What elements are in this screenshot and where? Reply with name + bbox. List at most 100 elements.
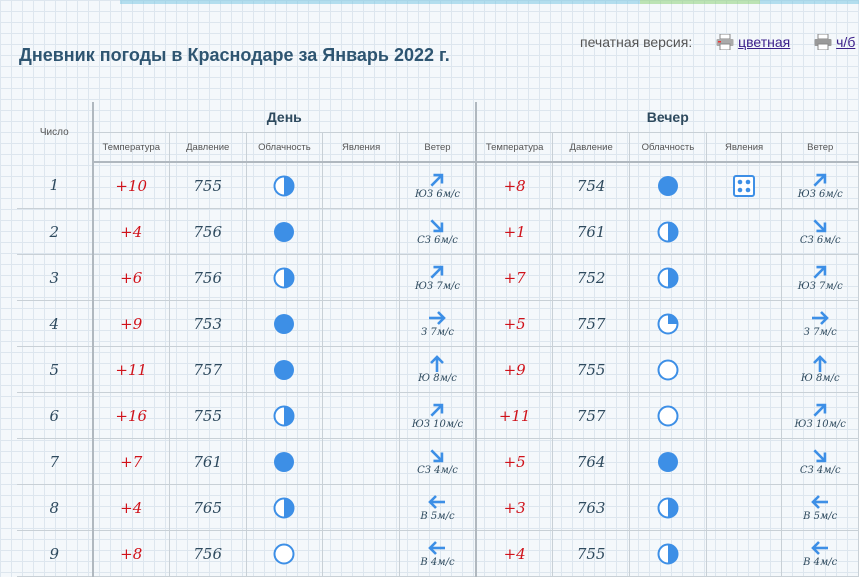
wind-cell-content: Ю 8м/с [782,355,858,384]
pressure-cell: 756 [169,530,247,577]
cloudiness-cell [246,162,324,209]
cloudiness-cell [246,530,324,577]
pressure-cell: 763 [552,484,630,531]
table-row: 3 +6 756 ЮЗ 7м/с +7 752 ЮЗ 7м/с [17,254,859,301]
header-eve-temperature: Температура [475,132,554,163]
day-number: 6 [17,392,94,439]
pressure-cell: 757 [552,392,630,439]
day-number: 1 [17,162,94,209]
wind-cell-content: СЗ 6м/с [782,217,858,246]
pressure-cell: 755 [552,346,630,393]
print-links: печатная версия: цветная ч/б [580,34,855,50]
cloudiness-cell [246,254,324,301]
temperature-cell: +10 [92,162,170,209]
header-day-temperature: Температура [92,132,170,163]
phenomena-cell [322,346,400,393]
phenomena-cell [322,208,400,255]
wind-text: З 7м/с [803,327,837,338]
wind-cell: З 7м/с [781,300,859,347]
header-eve-wind: Ветер [781,132,859,163]
cloudiness-cell [629,300,707,347]
pressure-cell: 757 [169,346,247,393]
temperature-cell: +8 [92,530,170,577]
snow-icon [733,174,756,197]
temperature-cell: +4 [92,208,170,255]
wind-cell-content: ЮЗ 7м/с [782,263,858,292]
wind-text: В 5м/с [420,511,455,522]
cloudiness-cell [629,438,707,485]
phenomena-cell [322,392,400,439]
wind-text: Ю 8м/с [800,373,840,384]
cloudiness-clear-icon [657,405,679,426]
print-bw-link[interactable]: ч/б [836,34,856,50]
phenomena-cell [706,346,783,393]
wind-text: В 5м/с [803,511,838,522]
wind-cell-content: Ю 8м/с [400,355,475,384]
wind-cell-content: ЮЗ 6м/с [400,171,475,200]
wind-arrow-icon [813,265,827,279]
cloudiness-full-icon [274,313,295,334]
pressure-cell: 754 [552,162,630,209]
cloudiness-cell [629,254,707,301]
phenomena-cell [706,254,783,301]
wind-cell: ЮЗ 10м/с [399,392,477,439]
wind-arrow-icon [430,355,445,372]
cloudiness-cell [629,208,707,255]
wind-arrow-icon [813,219,827,233]
table-row: 1 +10 755 ЮЗ 6м/с +8 754 ЮЗ 6м/с [17,162,859,209]
cloudiness-full-icon [657,175,678,196]
day-number: 3 [17,254,94,301]
temperature-cell: +8 [475,162,554,209]
header-evening: Вечер [475,102,859,133]
pressure-cell: 761 [552,208,630,255]
temperature-cell: +11 [92,346,170,393]
phenomena-cell [322,162,400,209]
pressure-cell: 756 [169,208,247,255]
cloudiness-cell [629,484,707,531]
temperature-cell: +7 [475,254,554,301]
wind-arrow-icon [430,449,444,463]
pressure-cell: 757 [552,300,630,347]
cloudiness-clear-icon [657,359,679,380]
pressure-cell: 764 [552,438,630,485]
wind-arrow-icon [430,265,444,279]
phenomena-cell [706,300,783,347]
day-number: 7 [17,438,94,485]
wind-cell: Ю 8м/с [781,346,859,393]
temperature-cell: +4 [475,530,554,577]
wind-cell-content: З 7м/с [782,309,858,338]
wind-cell-content: СЗ 6м/с [400,217,475,246]
wind-arrow-icon [428,495,446,509]
pressure-cell: 755 [169,392,247,439]
phenomena-cell [706,392,783,439]
cloudiness-half-icon [657,221,679,242]
temperature-cell: +1 [475,208,554,255]
wind-cell-content: ЮЗ 10м/с [400,401,475,430]
header-day-pressure: Давление [169,132,247,163]
wind-cell-content: В 5м/с [400,493,475,522]
wind-cell: Ю 8м/с [399,346,477,393]
phenomena-cell [322,254,400,301]
wind-arrow-icon [813,355,828,372]
wind-cell: В 4м/с [399,530,477,577]
wind-text: СЗ 6м/с [417,235,458,246]
header-day-wind: Ветер [399,132,477,163]
wind-cell-content: В 4м/с [400,539,475,568]
temperature-cell: +6 [92,254,170,301]
weather-table: Число День Вечер Температура Давление Об… [17,102,859,577]
printer-icon [716,34,734,50]
table-row: 2 +4 756 СЗ 6м/с +1 761 СЗ 6м/с [17,208,859,255]
day-number: 2 [17,208,94,255]
wind-cell-content: ЮЗ 10м/с [782,401,858,430]
phenomena-cell [706,484,783,531]
cloudiness-cell [246,438,324,485]
print-color-link[interactable]: цветная [738,34,791,50]
wind-text: ЮЗ 10м/с [794,419,846,430]
day-number: 9 [17,530,94,577]
table-row: 4 +9 753 З 7м/с +5 757 З 7м/с [17,300,859,347]
table-row: 6 +16 755 ЮЗ 10м/с +11 757 ЮЗ 10м/с [17,392,859,439]
wind-cell-content: СЗ 4м/с [400,447,475,476]
wind-cell: ЮЗ 10м/с [781,392,859,439]
wind-text: В 4м/с [420,557,455,568]
weather-rows: 1 +10 755 ЮЗ 6м/с +8 754 ЮЗ 6м/с 2 +4 756 СЗ 6м/с +… [17,162,859,577]
